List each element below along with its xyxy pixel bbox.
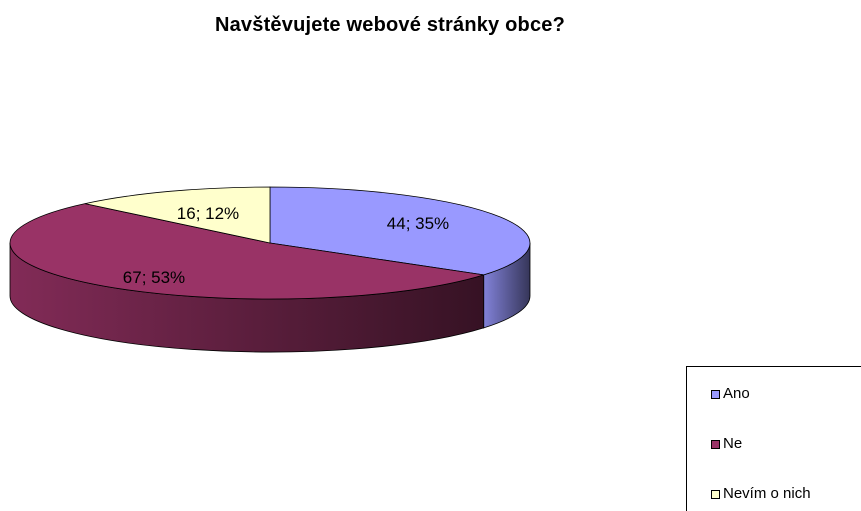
- data-label-nevím-o-nich: 16; 12%: [177, 204, 239, 223]
- pie-slice-ne: [9, 203, 484, 300]
- legend-label-ano: Ano: [723, 385, 750, 402]
- legend-swatch-ano: [711, 389, 720, 399]
- legend-swatch-nevim: [711, 489, 720, 499]
- pie-slice-ano: [269, 186, 531, 276]
- data-label-ano: 44; 35%: [387, 214, 449, 233]
- legend-swatch-ne: [711, 439, 720, 449]
- data-label-ne: 67; 53%: [123, 268, 185, 287]
- pie-tops: [9, 186, 531, 300]
- pie-labels: 44; 35% 67; 53% 16; 12%: [123, 204, 449, 287]
- legend-item-ne: Ne: [711, 435, 742, 453]
- chart-title: Navštěvujete webové stránky obce?: [214, 14, 566, 36]
- legend-item-ano: Ano: [711, 385, 750, 403]
- legend: Ano Ne Nevím o nich: [686, 366, 861, 511]
- legend-label-nevim: Nevím o nich: [723, 485, 811, 502]
- legend-label-ne: Ne: [723, 435, 743, 452]
- legend-item-nevim: Nevím o nich: [711, 485, 811, 503]
- pie-slice-nevím-o-nich: [84, 186, 271, 244]
